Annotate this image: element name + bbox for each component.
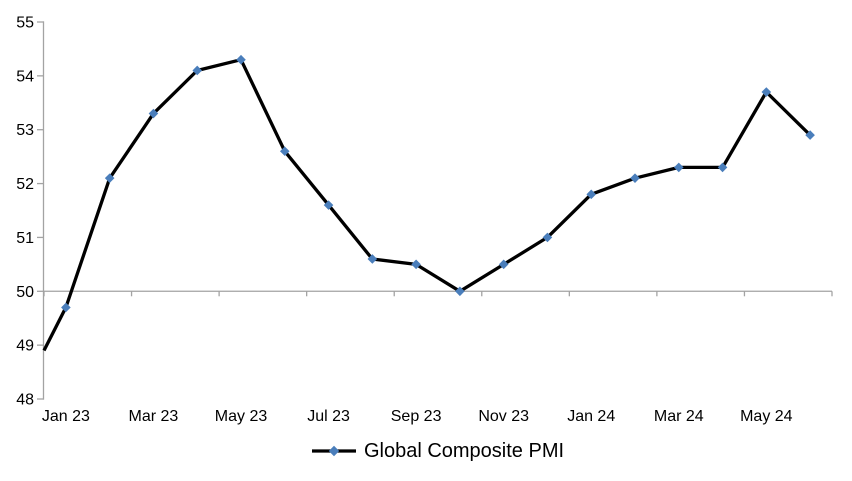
y-tick-label: 54 <box>16 68 34 85</box>
x-tick-label: Mar 24 <box>654 408 704 425</box>
legend-line-sample <box>311 445 356 457</box>
data-point-marker <box>805 130 815 140</box>
data-point-marker <box>323 200 334 210</box>
data-point-marker <box>367 254 378 264</box>
x-tick-label: May 23 <box>215 408 268 425</box>
data-point-marker <box>411 259 421 270</box>
y-tick-label: 52 <box>16 176 34 193</box>
x-tick-label: May 24 <box>740 408 793 425</box>
data-point-marker <box>761 87 772 97</box>
data-point-marker <box>104 173 115 183</box>
data-point-marker <box>586 189 597 200</box>
y-tick-label: 51 <box>16 230 34 247</box>
x-tick-label: Jan 23 <box>42 408 90 425</box>
data-point-marker <box>279 146 290 157</box>
legend: Global Composite PMI <box>44 440 832 462</box>
y-tick-label: 48 <box>16 392 34 409</box>
y-tick-label: 53 <box>16 122 34 139</box>
x-tick-label: Mar 23 <box>129 408 179 425</box>
pmi-line-chart: 48 49 50 51 52 53 54 55 Jan 23 Mar 23 May 23 Jul 23… <box>16 15 833 425</box>
data-point-marker <box>192 65 203 76</box>
legend-label: Global Composite PMI <box>363 440 565 462</box>
data-point-marker <box>148 108 159 119</box>
x-tick-label: Jan 24 <box>567 408 615 425</box>
data-point-marker <box>236 54 246 65</box>
data-point-marker <box>542 232 553 243</box>
data-point-marker <box>61 302 71 313</box>
x-tick-label: Nov 23 <box>478 408 529 425</box>
x-tick-label: Sep 23 <box>391 408 442 425</box>
data-point-marker <box>717 162 728 173</box>
data-point-marker <box>455 286 465 297</box>
data-point-marker <box>673 162 684 173</box>
data-point-marker <box>630 173 640 183</box>
data-point-marker <box>498 259 509 270</box>
y-tick-label: 49 <box>16 338 34 355</box>
legend-diamond-icon <box>328 445 340 457</box>
pmi-line <box>42 58 812 352</box>
y-tick-label: 55 <box>16 15 34 32</box>
x-tick-label: Jul 23 <box>307 408 350 425</box>
y-tick-label: 50 <box>16 284 34 301</box>
